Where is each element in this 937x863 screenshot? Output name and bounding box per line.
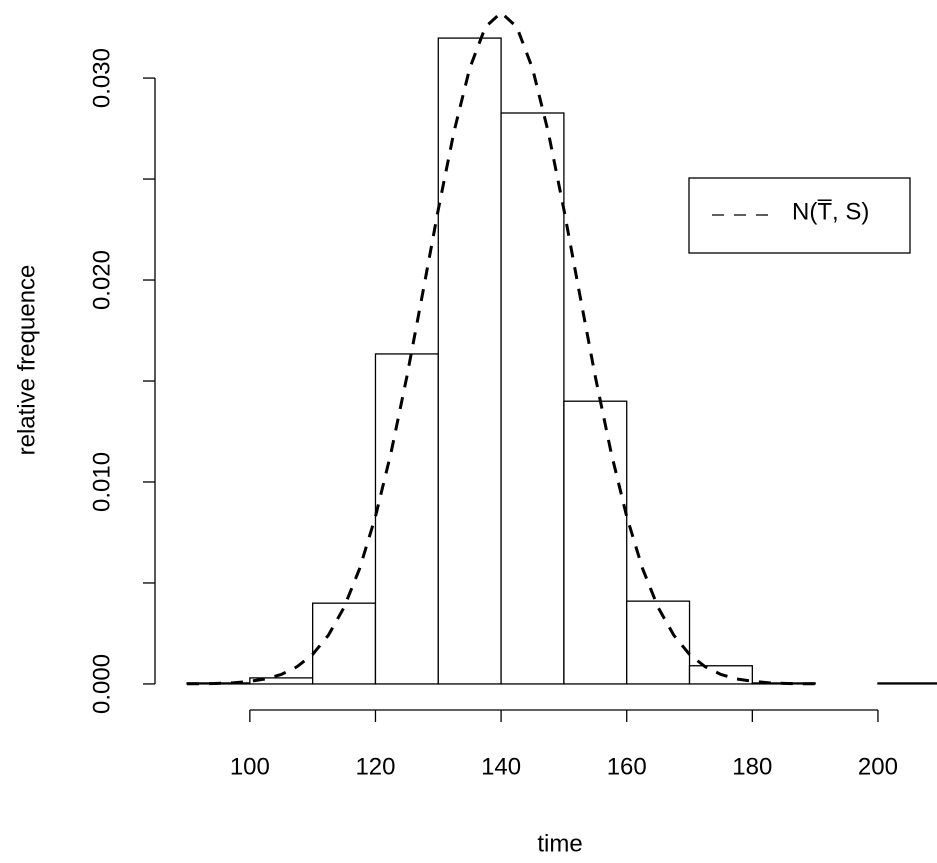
bar — [437, 37, 502, 685]
x-axis-label: time — [537, 830, 582, 857]
x-tick-label: 140 — [481, 753, 521, 780]
x-tick-label: 100 — [230, 753, 270, 780]
bar — [563, 400, 628, 685]
x-tick-label: 160 — [607, 753, 647, 780]
bar — [626, 600, 691, 685]
x-tick-label: 200 — [858, 753, 898, 780]
legend: N(T̅, S) — [688, 177, 911, 254]
y-tick-label: 0.000 — [88, 654, 115, 714]
x-tick-label: 120 — [355, 753, 395, 780]
y-axis-label: relative frequence — [13, 265, 40, 456]
legend-box — [688, 177, 911, 254]
legend-label: N(T̅, S) — [792, 198, 869, 225]
y-tick-label: 0.010 — [88, 452, 115, 512]
y-tick-label: 0.020 — [88, 250, 115, 310]
x-tick-label: 180 — [732, 753, 772, 780]
bar — [312, 602, 377, 685]
bar — [877, 682, 937, 685]
bar — [374, 353, 439, 685]
bar — [500, 112, 565, 685]
y-tick-label: 0.030 — [88, 48, 115, 108]
